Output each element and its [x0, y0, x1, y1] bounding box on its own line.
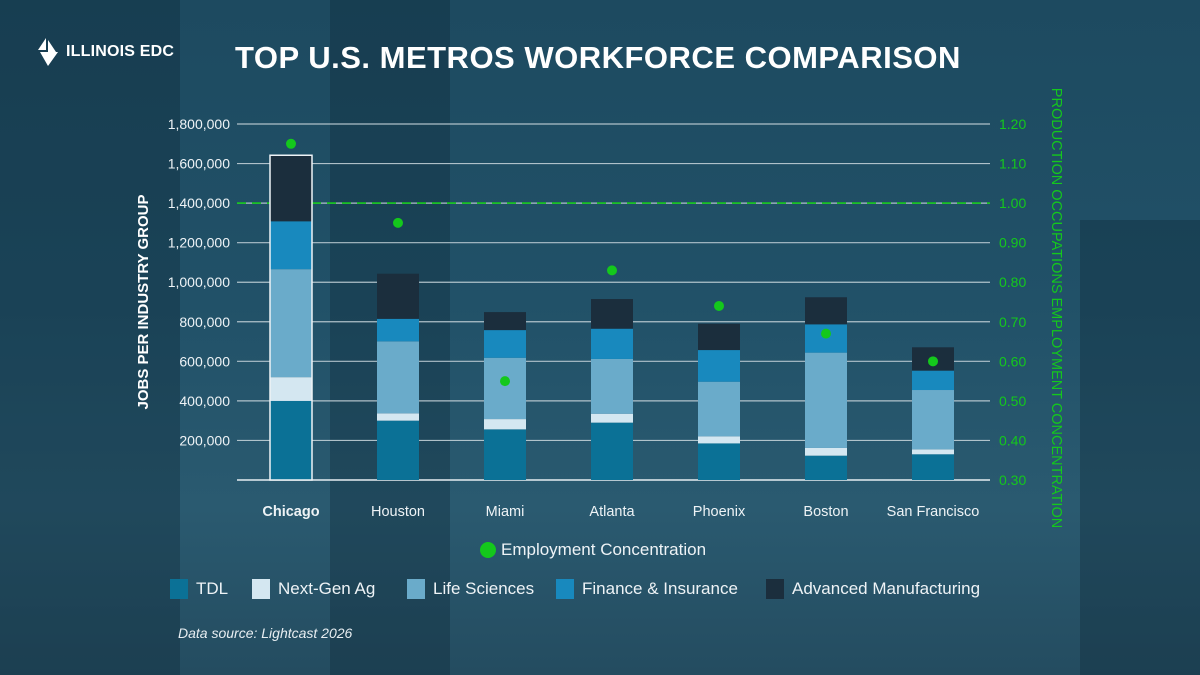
legend-swatch [170, 579, 188, 599]
bar-segment-life-sciences [270, 269, 312, 378]
concentration-point [821, 328, 831, 339]
bar-highlight-outline [269, 154, 313, 481]
concentration-point [714, 300, 724, 311]
y-tick-label: 1,600,000 [168, 156, 230, 172]
y2-tick-label: 0.30 [999, 472, 1026, 488]
bar-segment-next-gen-ag [591, 413, 633, 423]
bar-segment-tdl [912, 454, 954, 480]
illinois-edc-logo-icon [38, 38, 58, 66]
y-tick-label: 1,400,000 [168, 195, 230, 211]
bar-segment-advanced-manufacturing [698, 323, 740, 351]
y2-tick-label: 0.70 [999, 314, 1026, 330]
legend-label: Next-Gen Ag [278, 579, 376, 598]
bar-segment-finance-insurance [270, 221, 312, 270]
x-tick-label: Chicago [262, 504, 319, 520]
y-tick-label: 1,000,000 [168, 274, 230, 290]
y2-tick-label: 1.10 [999, 156, 1026, 172]
y-tick-label: 600,000 [179, 353, 230, 369]
bar-segment-life-sciences [698, 381, 740, 437]
y-tick-label: 400,000 [179, 393, 230, 409]
legend-swatch [252, 579, 270, 599]
legend-item-next-gen-ag: Next-Gen Ag [252, 579, 375, 599]
y2-tick-label: 0.90 [999, 235, 1026, 251]
legend-item-employment-concentration: Employment Concentration [480, 540, 706, 560]
bar-segment-life-sciences [484, 357, 526, 420]
background-building [1080, 220, 1200, 675]
legend-dot-icon [480, 542, 496, 558]
x-tick-label: Phoenix [693, 504, 746, 520]
y2-tick-label: 1.00 [999, 195, 1026, 211]
bar-segment-advanced-manufacturing [270, 155, 312, 222]
legend-label: Life Sciences [433, 579, 535, 598]
y2-tick-label: 0.40 [999, 432, 1026, 448]
concentration-point [607, 265, 617, 276]
x-tick-label: Atlanta [589, 504, 635, 520]
legend-item-finance-insurance: Finance & Insurance [556, 579, 738, 599]
x-tick-label: Houston [371, 504, 425, 520]
y-tick-label: 1,200,000 [168, 235, 230, 251]
legend-swatch [556, 579, 574, 599]
bar-segment-finance-insurance [912, 370, 954, 391]
bar-segment-life-sciences [912, 390, 954, 450]
y2-axis-title: PRODUCTION OCCUPATIONS EMPLOYMENT CONCEN… [1048, 88, 1064, 528]
bar-segment-life-sciences [377, 341, 419, 414]
bar-segment-life-sciences [805, 352, 847, 448]
y-tick-label: 1,800,000 [168, 116, 230, 132]
legend-label: Employment Concentration [501, 540, 707, 559]
legend-item-advanced-manufacturing: Advanced Manufacturing [766, 579, 980, 599]
bar-segment-advanced-manufacturing [591, 299, 633, 329]
bar-segment-finance-insurance [698, 350, 740, 382]
y2-tick-label: 0.50 [999, 393, 1026, 409]
concentration-point [500, 376, 510, 387]
legend-item-tdl: TDL [170, 579, 228, 599]
bar-segment-next-gen-ag [805, 447, 847, 456]
bar-segment-next-gen-ag [484, 419, 526, 430]
legend-label: TDL [196, 579, 229, 598]
bar-segment-finance-insurance [377, 318, 419, 342]
logo: ILLINOIS EDC [38, 38, 174, 66]
x-tick-label: San Francisco [887, 504, 980, 520]
bar-segment-next-gen-ag [377, 413, 419, 421]
legend-item-life-sciences: Life Sciences [407, 579, 534, 599]
y2-tick-label: 0.60 [999, 353, 1026, 369]
y-axis-title: JOBS PER INDUSTRY GROUP [135, 194, 152, 409]
bar-segment-tdl [484, 429, 526, 480]
bar-segment-advanced-manufacturing [377, 273, 419, 319]
bar-segment-tdl [270, 400, 312, 480]
chart-title: TOP U.S. METROS WORKFORCE COMPARISON [235, 40, 961, 75]
bar-segment-advanced-manufacturing [805, 297, 847, 325]
bar-segment-finance-insurance [591, 328, 633, 359]
logo-text: ILLINOIS EDC [66, 43, 175, 60]
concentration-point [393, 217, 403, 228]
x-tick-label: Boston [803, 504, 848, 520]
bar-segment-next-gen-ag [912, 449, 954, 455]
bar-segment-finance-insurance [484, 330, 526, 358]
legend-swatch [766, 579, 784, 599]
bar-segment-tdl [377, 420, 419, 480]
y-tick-label: 800,000 [179, 314, 230, 330]
data-source-note: Data source: Lightcast 2026 [178, 625, 353, 641]
background-building [0, 0, 180, 675]
x-tick-label: Miami [486, 504, 525, 520]
y2-tick-label: 0.80 [999, 274, 1026, 290]
bar-segment-life-sciences [591, 358, 633, 414]
bar-segment-next-gen-ag [698, 436, 740, 444]
bar-segment-advanced-manufacturing [484, 312, 526, 331]
bar-segment-next-gen-ag [270, 377, 312, 401]
legend-swatch [407, 579, 425, 599]
legend-label: Advanced Manufacturing [792, 579, 981, 598]
y-tick-label: 200,000 [179, 432, 230, 448]
concentration-point [928, 356, 938, 367]
bar-segment-tdl [698, 443, 740, 480]
legend-label: Finance & Insurance [582, 579, 738, 598]
concentration-point [286, 138, 296, 149]
bar-segment-tdl [805, 455, 847, 480]
bar-segment-tdl [591, 422, 633, 480]
y2-tick-label: 1.20 [999, 116, 1026, 132]
